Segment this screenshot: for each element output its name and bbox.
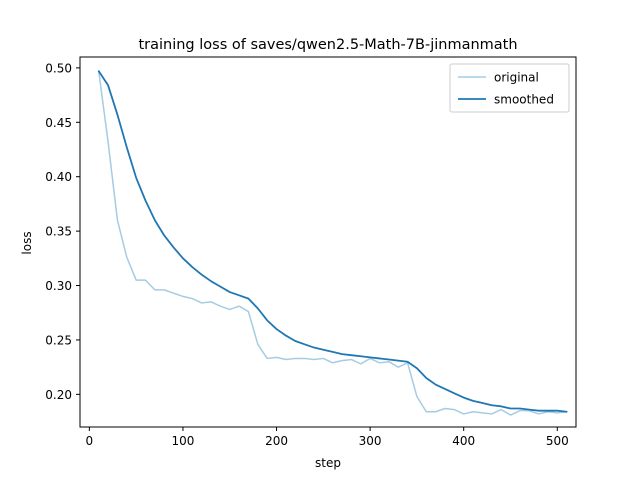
- y-tick-label: 0.40: [45, 170, 72, 184]
- x-tick-label: 200: [265, 434, 288, 448]
- x-tick-label: 0: [86, 434, 94, 448]
- y-tick-label: 0.25: [45, 333, 72, 347]
- ticks-layer: 0 100 200 300 400 500 0.20 0.25 0.30 0.35 0.40 0.45…: [45, 61, 568, 448]
- legend-label-original: original: [494, 71, 539, 85]
- legend-label-smoothed: smoothed: [494, 93, 554, 107]
- y-tick-label: 0.30: [45, 279, 72, 293]
- y-axis-label: loss: [20, 231, 34, 254]
- y-tick-label: 0.20: [45, 388, 72, 402]
- x-tick-label: 100: [171, 434, 194, 448]
- x-axis-label: step: [315, 456, 341, 470]
- x-tick-label: 500: [546, 434, 569, 448]
- y-tick-label: 0.50: [45, 61, 72, 75]
- series-layer: [97, 70, 568, 416]
- legend-box: [449, 63, 570, 113]
- series-line-smoothed: [97, 70, 568, 413]
- y-tick-label: 0.45: [45, 116, 72, 130]
- series-line-original: [97, 70, 568, 416]
- legend: original smoothed: [449, 63, 570, 113]
- chart-title: training loss of saves/qwen2.5-Math-7B-j…: [138, 37, 517, 53]
- plot-frame: [79, 56, 577, 428]
- x-tick-label: 400: [452, 434, 475, 448]
- y-tick-label: 0.35: [45, 225, 72, 239]
- x-tick-label: 300: [359, 434, 382, 448]
